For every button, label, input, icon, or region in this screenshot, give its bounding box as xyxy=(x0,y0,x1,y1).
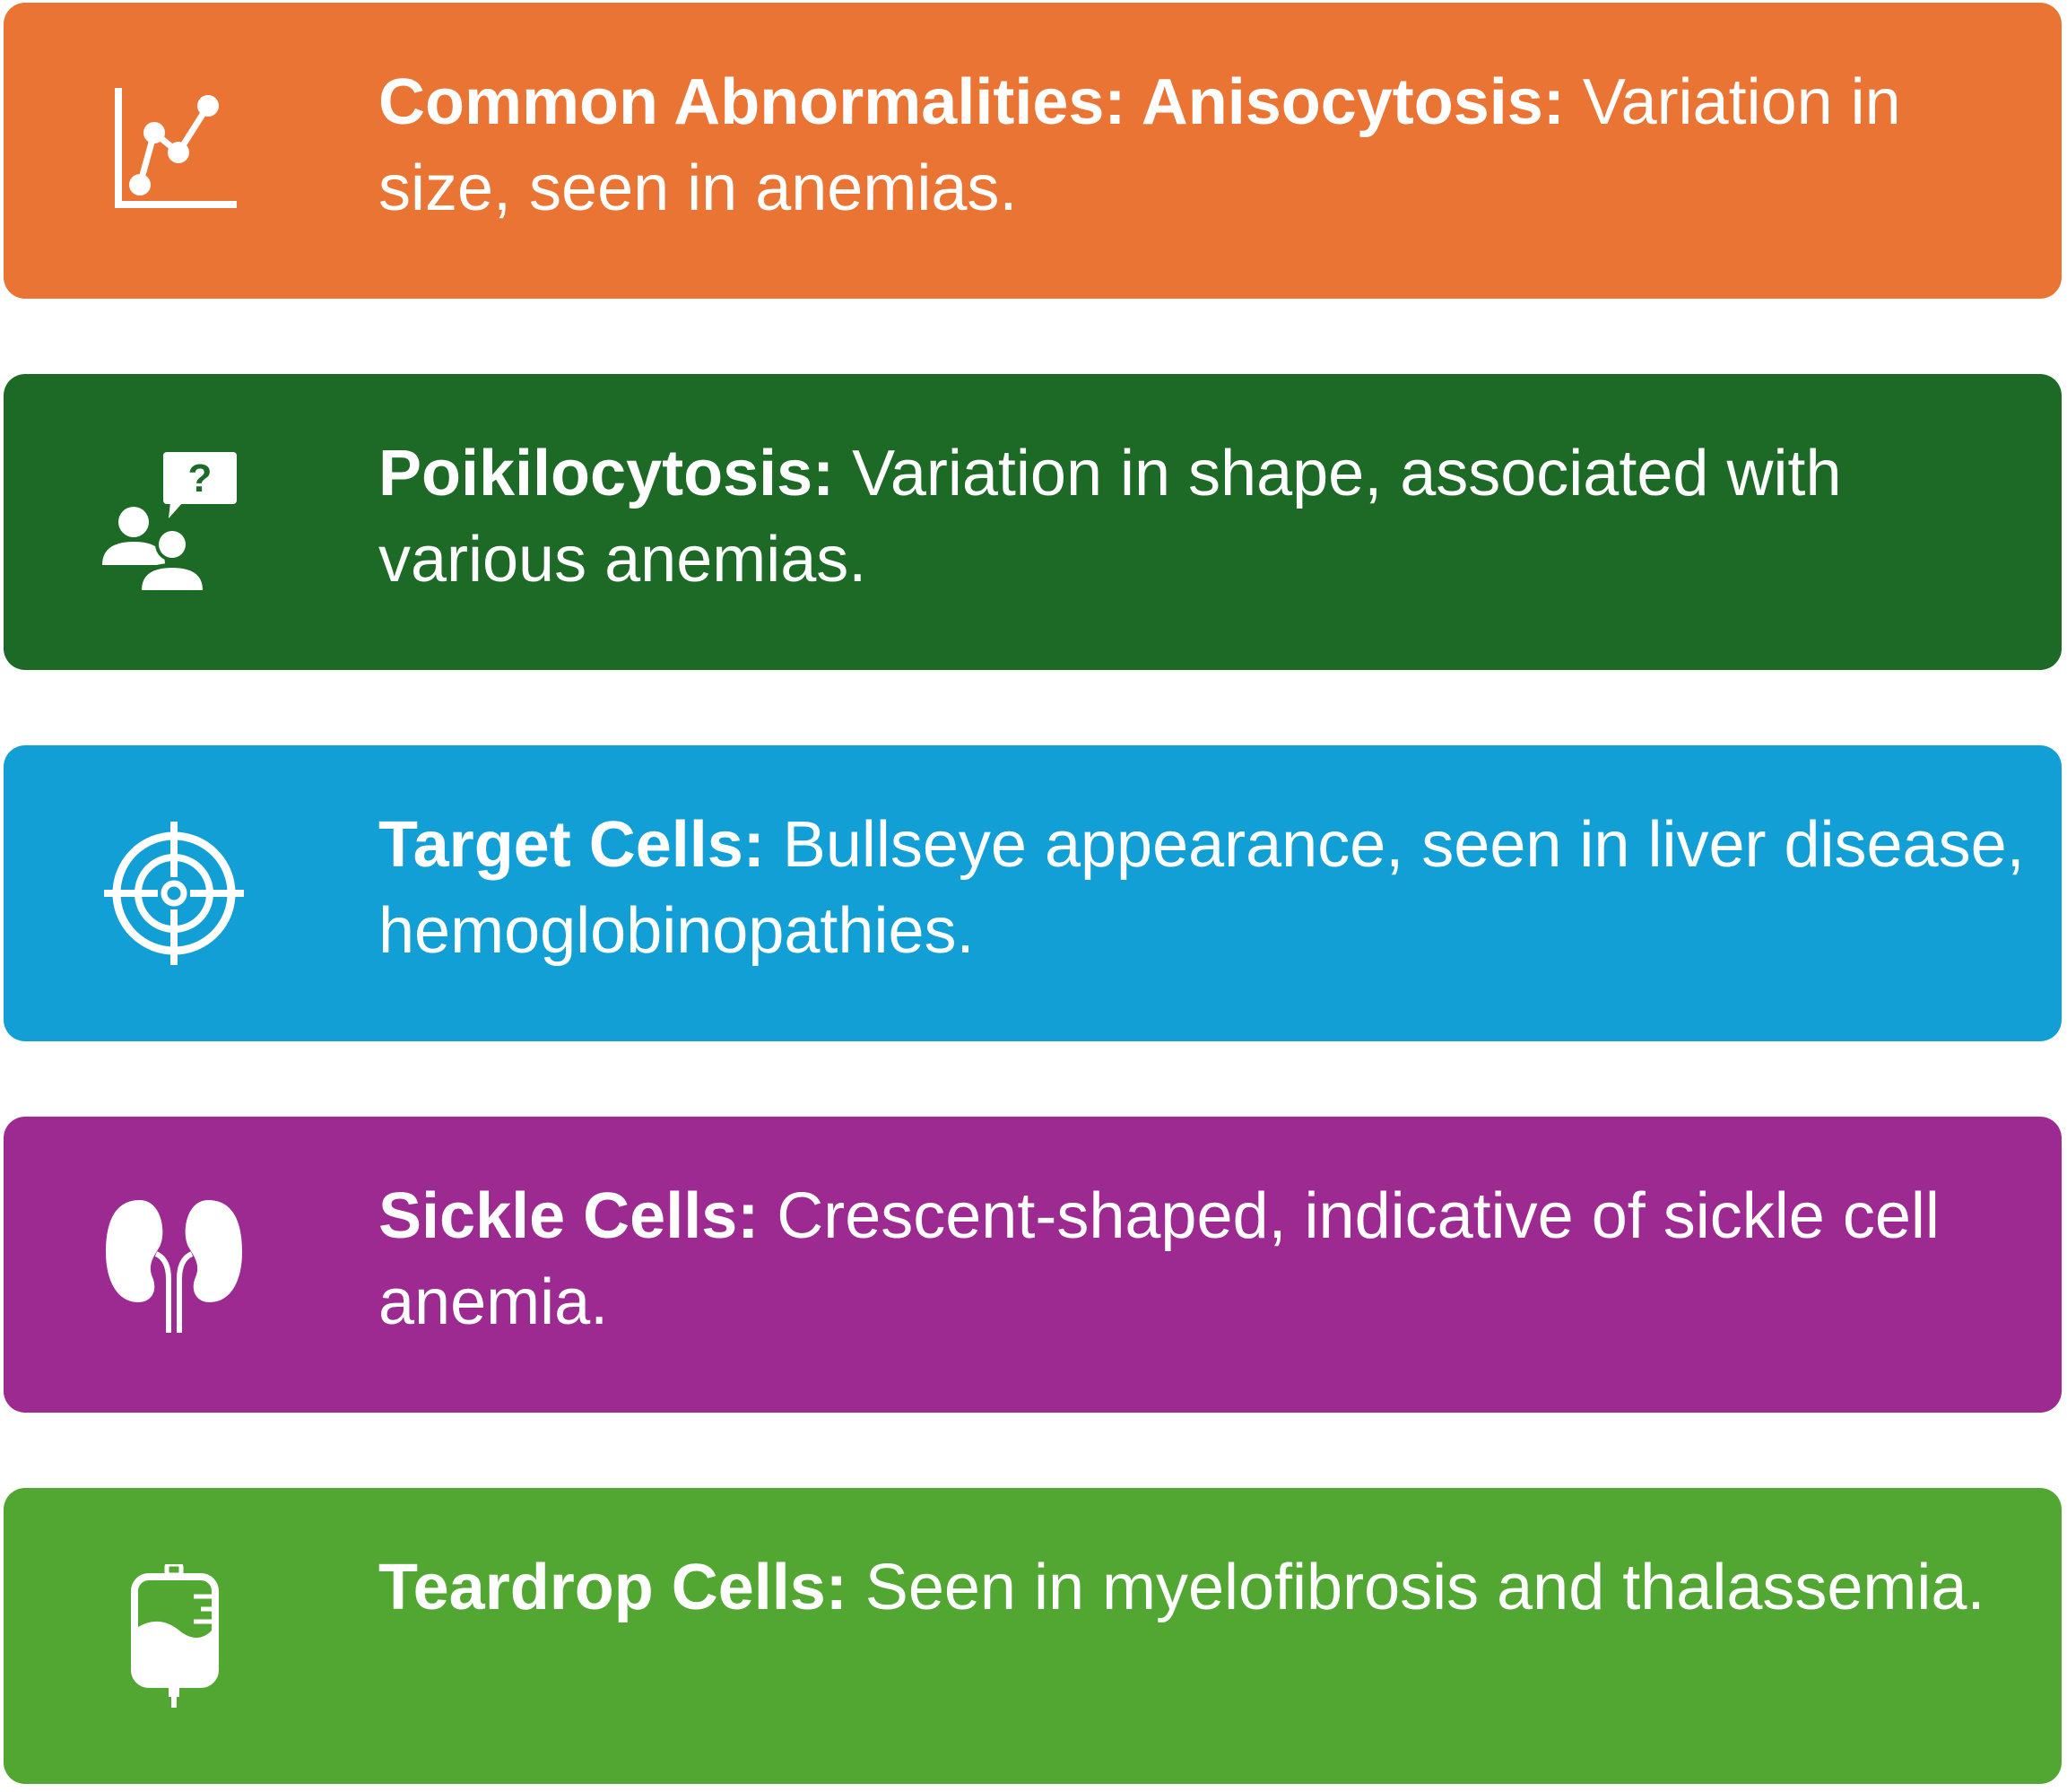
card-term: Poikilocytosis: xyxy=(378,438,835,509)
card-poikilocytosis: ? Poikilocytosis: Variation in shape, as… xyxy=(4,374,2062,670)
card-term: Teardrop Cells: xyxy=(378,1552,847,1623)
target-icon xyxy=(93,822,255,965)
card-teardrop-cells: Teardrop Cells: Seen in myelofibrosis an… xyxy=(4,1488,2062,1784)
iv-bag-icon xyxy=(93,1564,255,1708)
line-chart-icon xyxy=(93,79,255,222)
card-term: Common Abnormalities: Anisocytosis: xyxy=(378,66,1565,138)
kidneys-icon xyxy=(93,1193,255,1336)
card-text: Teardrop Cells: Seen in myelofibrosis an… xyxy=(378,1544,2028,1631)
card-text: Poikilocytosis: Variation in shape, asso… xyxy=(378,431,2028,603)
svg-text:?: ? xyxy=(188,457,213,500)
card-sickle-cells: Sickle Cells: Crescent-shaped, indicativ… xyxy=(4,1117,2062,1413)
card-description: Seen in myelofibrosis and thalassemia. xyxy=(864,1552,1985,1623)
card-description: Bullseye appearance, seen in liver disea… xyxy=(378,809,2025,967)
card-description: Variation in size, seen in anemias. xyxy=(378,66,1901,224)
card-description: Variation in shape, associated with vari… xyxy=(378,438,1842,596)
card-target-cells: Target Cells: Bullseye appearance, seen … xyxy=(4,745,2062,1041)
card-term: Sickle Cells: xyxy=(378,1180,760,1252)
card-text: Sickle Cells: Crescent-shaped, indicativ… xyxy=(378,1173,2028,1345)
card-term: Target Cells: xyxy=(378,809,765,881)
card-anisocytosis: Common Abnormalities: Anisocytosis: Vari… xyxy=(4,3,2062,299)
card-text: Common Abnormalities: Anisocytosis: Vari… xyxy=(378,59,2028,231)
card-text: Target Cells: Bullseye appearance, seen … xyxy=(378,802,2028,974)
people-question-icon: ? xyxy=(93,450,255,594)
card-description: Crescent-shaped, indicative of sickle ce… xyxy=(378,1180,1940,1338)
